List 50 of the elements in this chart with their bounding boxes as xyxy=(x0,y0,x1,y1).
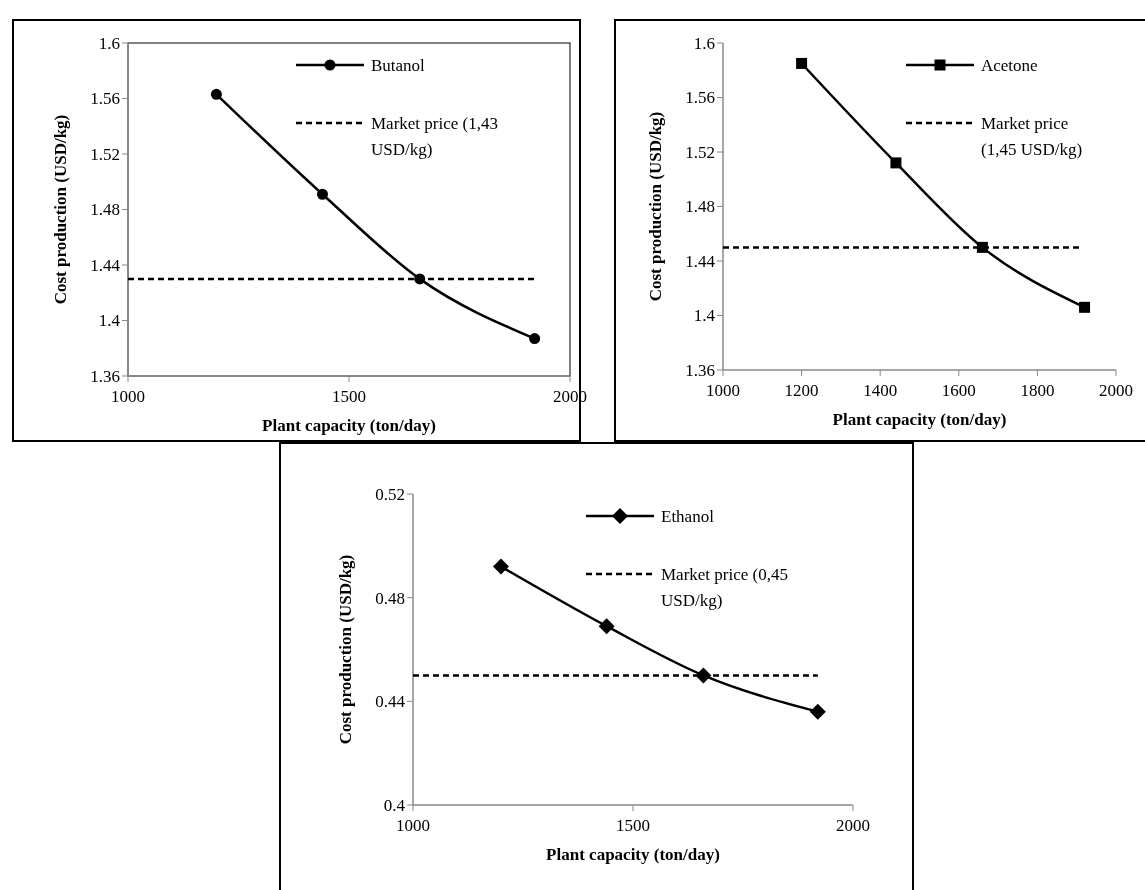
y-tick-label: 0.44 xyxy=(375,692,406,712)
y-tick-label: 1.36 xyxy=(685,360,715,380)
x-tick-label: 1000 xyxy=(396,816,430,835)
y-tick-label: 1.4 xyxy=(98,311,121,331)
y-tick-label: 1.6 xyxy=(98,33,120,53)
y-tick-label: 1.48 xyxy=(90,200,120,220)
point xyxy=(598,618,615,635)
point xyxy=(796,57,808,69)
x-tick-label: 1600 xyxy=(941,381,976,400)
x-tick-label: 1800 xyxy=(1020,381,1055,400)
y-tick-label: 0.48 xyxy=(375,588,405,608)
legend-label: Market price (0,45 USD/kg) xyxy=(661,564,788,610)
y-tick-label: 1.52 xyxy=(90,144,120,164)
y-tick-label: 1.6 xyxy=(693,33,715,53)
point xyxy=(890,157,902,169)
legend-label: Market price (1,43 USD/kg) xyxy=(371,113,498,159)
point xyxy=(316,188,328,200)
legend-label: Market price (1,45 USD/kg) xyxy=(981,113,1083,159)
point xyxy=(1079,301,1091,313)
x-axis-title: Plant capacity (ton/day) xyxy=(262,416,436,435)
legend-label: Ethanol xyxy=(661,506,715,526)
y-tick-label: 1.4 xyxy=(693,306,716,326)
x-tick-label: 2000 xyxy=(836,816,870,835)
y-tick-label: 1.56 xyxy=(90,89,120,109)
y-tick-label: 0.4 xyxy=(383,795,406,815)
y-axis-title: Cost production (USD/kg) xyxy=(51,114,70,305)
x-tick-label: 1000 xyxy=(706,381,740,400)
y-tick-label: 1.36 xyxy=(90,366,120,386)
point xyxy=(809,703,826,720)
point xyxy=(493,558,509,575)
point xyxy=(529,333,541,345)
y-tick-label: 0.52 xyxy=(375,484,405,504)
y-tick-label: 1.48 xyxy=(685,197,715,217)
x-axis-title: Plant capacity (ton/day) xyxy=(546,845,720,864)
y-tick-label: 1.56 xyxy=(685,88,715,108)
x-tick-label: 1500 xyxy=(616,816,650,835)
x-axis-title: Plant capacity (ton/day) xyxy=(832,410,1007,429)
x-tick-label: 1000 xyxy=(111,387,145,406)
x-tick-label: 2000 xyxy=(1099,381,1133,400)
y-tick-label: 1.44 xyxy=(685,251,716,271)
legend-label: Butanol xyxy=(371,55,426,75)
y-tick-label: 1.44 xyxy=(90,255,121,275)
x-tick-label: 1200 xyxy=(784,381,819,400)
x-tick-label: 1400 xyxy=(863,381,898,400)
y-axis-title: Cost production (USD/kg) xyxy=(646,111,665,302)
y-tick-label: 1.52 xyxy=(685,142,715,162)
y-axis-title: Cost production (USD/kg) xyxy=(336,554,355,745)
point xyxy=(210,88,222,100)
x-tick-label: 1500 xyxy=(332,387,366,406)
legend-label: Acetone xyxy=(981,55,1038,75)
